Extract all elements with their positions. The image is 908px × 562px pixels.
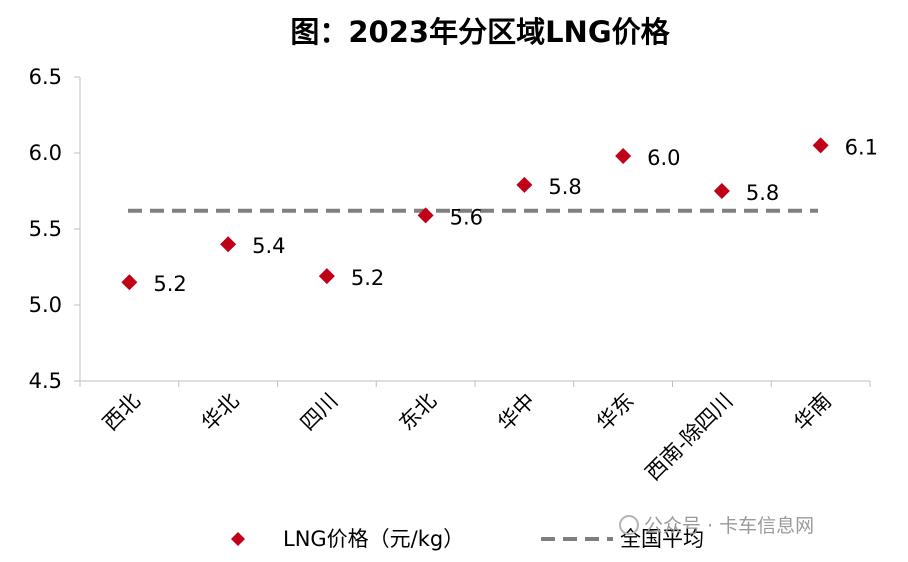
x-axis: 西北 华北 四川 东北 华中 华东 西南-除四川 华南 xyxy=(79,380,871,486)
data-labels: 5.2 5.4 5.2 5.6 5.8 6.0 5.8 6.1 xyxy=(153,135,878,296)
data-label: 6.1 xyxy=(845,135,878,159)
x-category-label: 西北 xyxy=(98,389,145,436)
data-label: 5.2 xyxy=(153,272,186,296)
x-category-label: 华东 xyxy=(592,389,639,436)
data-label: 5.4 xyxy=(252,234,285,258)
watermark-logo-icon xyxy=(619,515,639,535)
data-label: 5.8 xyxy=(548,175,581,199)
data-point xyxy=(417,207,434,224)
x-category-label: 西南-除四川 xyxy=(641,389,738,486)
data-points xyxy=(121,137,829,291)
legend: LNG价格（元/kg） 全国平均 xyxy=(231,527,704,551)
data-label: 5.2 xyxy=(351,266,384,290)
chart-title: 图：2023年分区域LNG价格 xyxy=(290,15,670,49)
data-point xyxy=(318,268,335,285)
y-tick-label: 6.5 xyxy=(29,65,62,89)
data-point xyxy=(713,183,730,199)
watermark-text: 公众号 · 卡车信息网 xyxy=(644,515,814,537)
data-point xyxy=(615,148,632,165)
data-point xyxy=(121,274,138,291)
legend-marker-lng xyxy=(231,532,245,546)
y-tick-label: 5.0 xyxy=(29,293,62,317)
y-tick-label: 4.5 xyxy=(29,369,62,393)
data-point xyxy=(516,176,533,193)
data-label: 5.8 xyxy=(746,181,779,205)
x-category-label: 华中 xyxy=(493,389,540,436)
x-category-label: 四川 xyxy=(296,389,343,436)
legend-label-average: 全国平均 xyxy=(620,527,704,551)
data-point xyxy=(812,137,829,154)
x-category-label: 华北 xyxy=(197,389,244,436)
x-category-label: 华南 xyxy=(789,389,836,436)
x-category-label: 东北 xyxy=(394,389,441,436)
y-axis: 4.5 5.0 5.5 6.0 6.5 xyxy=(29,65,81,393)
data-point xyxy=(220,236,237,253)
y-tick-label: 5.5 xyxy=(29,217,62,241)
data-label: 6.0 xyxy=(647,146,680,170)
data-label: 5.6 xyxy=(450,205,483,229)
watermark: 公众号 · 卡车信息网 xyxy=(619,515,814,537)
y-tick-label: 6.0 xyxy=(29,141,62,165)
legend-label-lng: LNG价格（元/kg） xyxy=(283,527,464,551)
